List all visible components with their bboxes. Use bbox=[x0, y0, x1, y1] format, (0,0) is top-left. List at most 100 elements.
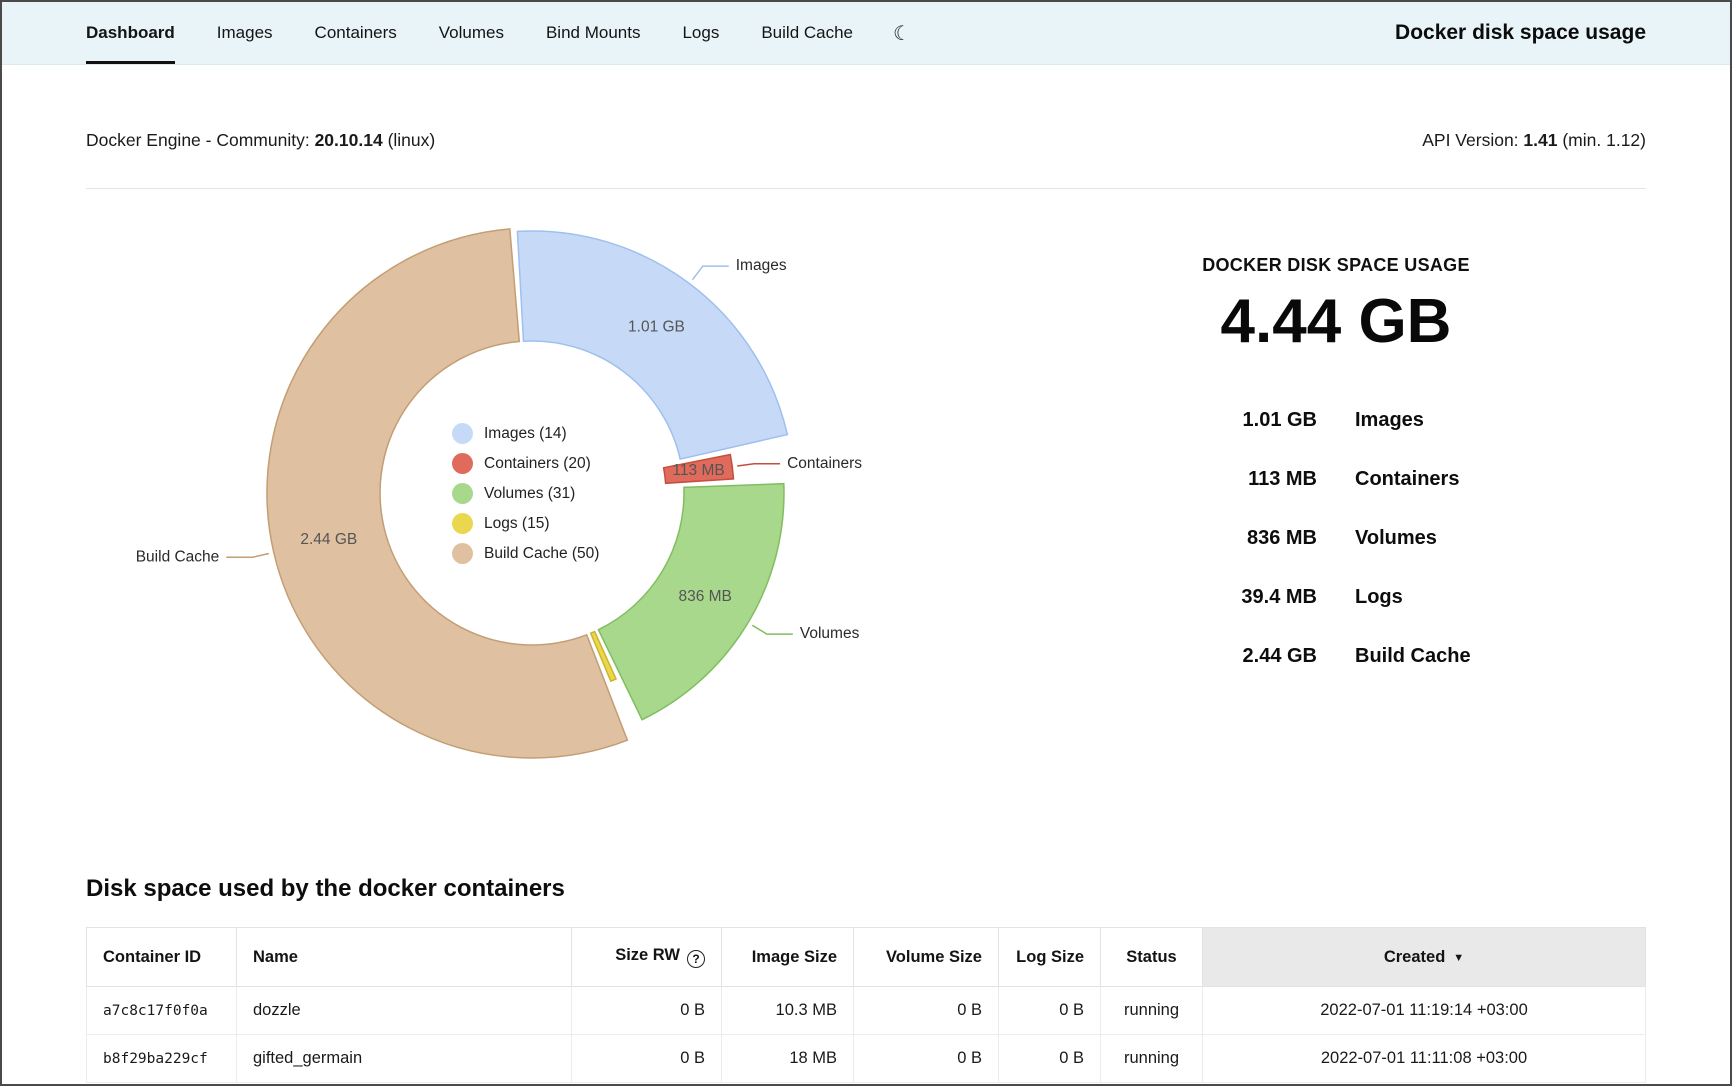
cell-name: dozzle bbox=[237, 987, 572, 1035]
engine-platform: (linux) bbox=[388, 130, 436, 150]
tab-build-cache[interactable]: Build Cache bbox=[761, 2, 853, 64]
cell-image-size: 18 MB bbox=[722, 1035, 854, 1083]
main-content: Docker Engine - Community: 20.10.14 (lin… bbox=[2, 130, 1730, 1083]
tab-logs[interactable]: Logs bbox=[682, 2, 719, 64]
slice-size-label-images: 1.01 GB bbox=[628, 319, 685, 336]
legend-item-images[interactable]: Images (14) bbox=[452, 423, 599, 444]
callout-line-images bbox=[693, 266, 729, 280]
top-navigation: Dashboard Images Containers Volumes Bind Mou… bbox=[2, 2, 1730, 64]
cell-size-rw: 0 B bbox=[572, 987, 722, 1035]
containers-table-heading: Disk space used by the docker containers bbox=[86, 875, 1646, 903]
column-header-image-size[interactable]: Image Size bbox=[722, 928, 854, 987]
summary-row-containers: 113 MB Containers bbox=[1086, 450, 1586, 509]
summary-label: Images bbox=[1355, 409, 1586, 432]
legend-label: Images (14) bbox=[484, 425, 567, 443]
summary-size: 113 MB bbox=[1086, 468, 1317, 491]
summary-label: Logs bbox=[1355, 586, 1586, 609]
cell-container-id: b8f29ba229cf bbox=[87, 1035, 237, 1083]
summary-row-build-cache: 2.44 GBBuild Cache bbox=[1086, 627, 1586, 686]
table-body: a7c8c17f0f0adozzle0 B10.3 MB0 B0 Brunnin… bbox=[87, 987, 1646, 1083]
cell-status: running bbox=[1101, 987, 1203, 1035]
callout-label-build-cache: Build Cache bbox=[136, 548, 220, 565]
summary-label: Volumes bbox=[1355, 527, 1586, 550]
column-header-name[interactable]: Name bbox=[237, 928, 572, 987]
cell-size-rw: 0 B bbox=[572, 1035, 722, 1083]
dark-mode-toggle[interactable]: ☾ bbox=[893, 2, 911, 64]
cell-log-size: 0 B bbox=[999, 987, 1101, 1035]
summary-size: 836 MB bbox=[1086, 527, 1317, 550]
legend-label: Volumes (31) bbox=[484, 485, 575, 503]
legend-item-build-cache[interactable]: Build Cache (50) bbox=[452, 543, 599, 564]
cell-created: 2022-07-01 11:19:14 +03:00 bbox=[1203, 987, 1646, 1035]
api-version-label: API Version: bbox=[1422, 130, 1518, 150]
slice-size-label-volumes: 836 MB bbox=[678, 588, 731, 605]
summary-row-images: 1.01 GB Images bbox=[1086, 391, 1586, 450]
api-version-min: (min. 1.12) bbox=[1562, 130, 1646, 150]
callout-label-volumes: Volumes bbox=[800, 625, 860, 642]
tab-bind-mounts[interactable]: Bind Mounts bbox=[546, 2, 641, 64]
summary-size: 1.01 GB bbox=[1086, 409, 1317, 432]
cell-volume-size: 0 B bbox=[854, 1035, 999, 1083]
engine-label: Docker Engine - Community: bbox=[86, 130, 310, 150]
column-header-log-size[interactable]: Log Size bbox=[999, 928, 1101, 987]
cell-status: running bbox=[1101, 1035, 1203, 1083]
moon-icon: ☾ bbox=[893, 21, 911, 46]
cell-container-id: a7c8c17f0f0a bbox=[87, 987, 237, 1035]
legend-label: Build Cache (50) bbox=[484, 545, 599, 563]
slice-size-label-build-cache: 2.44 GB bbox=[300, 531, 357, 548]
summary-size: 39.4 MB bbox=[1086, 586, 1317, 609]
column-header-container-id[interactable]: Container ID bbox=[87, 928, 237, 987]
legend-dot-images bbox=[452, 423, 473, 444]
callout-label-images: Images bbox=[736, 257, 787, 274]
engine-info: Docker Engine - Community: 20.10.14 (lin… bbox=[86, 130, 435, 152]
table-header-row: Container IDNameSize RW?Image SizeVolume… bbox=[87, 928, 1646, 987]
summary-row-logs: 39.4 MB Logs bbox=[1086, 568, 1586, 627]
legend-dot-containers bbox=[452, 453, 473, 474]
tab-containers[interactable]: Containers bbox=[315, 2, 397, 64]
containers-table: Container IDNameSize RW?Image SizeVolume… bbox=[86, 927, 1646, 1083]
summary-label: Build Cache bbox=[1355, 645, 1586, 668]
callout-label-containers: Containers bbox=[787, 455, 862, 472]
table-row: a7c8c17f0f0adozzle0 B10.3 MB0 B0 Brunnin… bbox=[87, 987, 1646, 1035]
legend-item-volumes[interactable]: Volumes (31) bbox=[452, 483, 599, 504]
api-version-value: 1.41 bbox=[1523, 130, 1557, 150]
api-version-info: API Version: 1.41 (min. 1.12) bbox=[1422, 130, 1646, 152]
app-title: Docker disk space usage bbox=[1395, 2, 1646, 64]
summary-row-volumes: 836 MB Volumes bbox=[1086, 509, 1586, 568]
summary-total: 4.44 GB bbox=[1086, 286, 1586, 357]
callout-line-volumes bbox=[752, 625, 793, 634]
summary-label: Containers bbox=[1355, 468, 1586, 491]
cell-log-size: 0 B bbox=[999, 1035, 1101, 1083]
callout-line-build-cache bbox=[226, 554, 269, 558]
column-header-status[interactable]: Status bbox=[1101, 928, 1203, 987]
disk-usage-summary: DOCKER DISK SPACE USAGE 4.44 GB 1.01 GB I… bbox=[1086, 255, 1586, 686]
tab-volumes[interactable]: Volumes bbox=[439, 2, 504, 64]
containers-table-section: Disk space used by the docker containers… bbox=[86, 875, 1646, 1083]
engine-version: 20.10.14 bbox=[315, 130, 383, 150]
slice-size-label-containers: 113 MB bbox=[672, 462, 724, 479]
app-window: Dashboard Images Containers Volumes Bind Mou… bbox=[0, 0, 1732, 1086]
size-rw-help-icon[interactable]: ? bbox=[687, 950, 705, 968]
sort-desc-icon: ▼ bbox=[1453, 952, 1464, 964]
legend-dot-build-cache bbox=[452, 543, 473, 564]
column-header-created[interactable]: Created▼ bbox=[1203, 928, 1646, 987]
legend-dot-volumes bbox=[452, 483, 473, 504]
tab-images[interactable]: Images bbox=[217, 2, 273, 64]
cell-image-size: 10.3 MB bbox=[722, 987, 854, 1035]
callout-line-containers bbox=[737, 464, 780, 466]
legend-item-containers[interactable]: Containers (20) bbox=[452, 453, 599, 474]
summary-title: DOCKER DISK SPACE USAGE bbox=[1086, 255, 1586, 276]
legend-label: Containers (20) bbox=[484, 455, 591, 473]
table-row: b8f29ba229cfgifted_germain0 B18 MB0 B0 B… bbox=[87, 1035, 1646, 1083]
legend-dot-logs bbox=[452, 513, 473, 534]
engine-info-row: Docker Engine - Community: 20.10.14 (lin… bbox=[86, 130, 1646, 152]
nav-tabs: Dashboard Images Containers Volumes Bind Mou… bbox=[86, 2, 853, 64]
summary-rows: 1.01 GB Images 113 MB Containers 836 MB Volum… bbox=[1086, 391, 1586, 686]
disk-usage-section: 1.01 GB Images 113 MB Containers 836 MB Volum… bbox=[86, 189, 1646, 875]
column-header-volume-size[interactable]: Volume Size bbox=[854, 928, 999, 987]
column-header-size-rw[interactable]: Size RW? bbox=[572, 928, 722, 987]
cell-volume-size: 0 B bbox=[854, 987, 999, 1035]
tab-dashboard[interactable]: Dashboard bbox=[86, 2, 175, 64]
chart-legend: Images (14) Containers (20) Volumes (31) Lo… bbox=[452, 423, 599, 564]
legend-item-logs[interactable]: Logs (15) bbox=[452, 513, 599, 534]
